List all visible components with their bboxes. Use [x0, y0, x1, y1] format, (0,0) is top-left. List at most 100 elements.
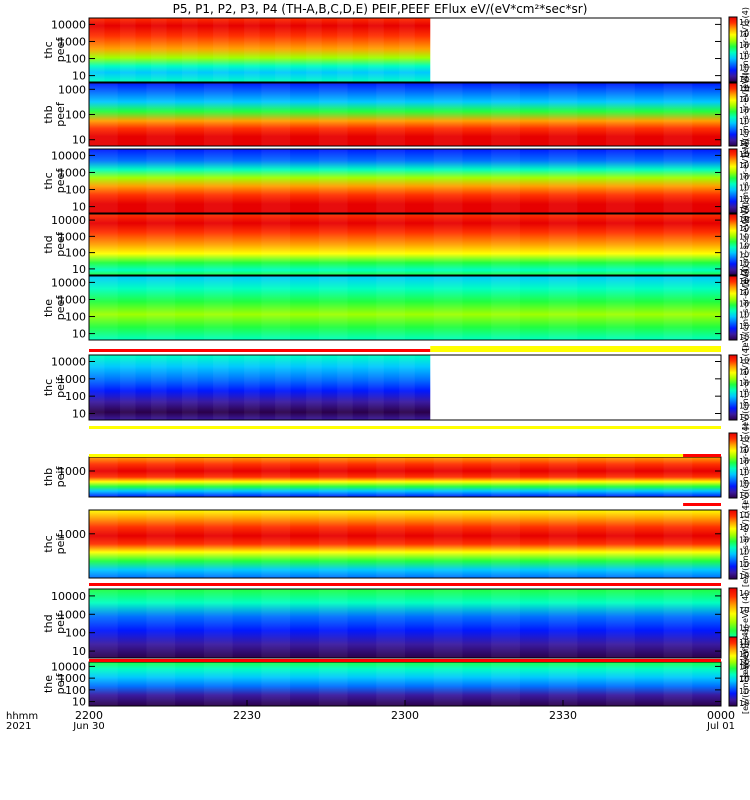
y-axis-label: peif: [54, 466, 67, 488]
spectrogram-column: [261, 510, 291, 578]
y-tick-label: 10: [72, 263, 86, 276]
y-tick-label: 10000: [51, 356, 86, 369]
spectrogram-column: [146, 214, 176, 275]
y-axis-label: thd: [42, 614, 55, 632]
spectrogram-column: [318, 457, 348, 497]
colorbar-tick-label: 10³: [739, 491, 750, 500]
spectrogram-column: [376, 589, 405, 658]
y-tick-label: 1000: [58, 373, 86, 386]
spectrogram-column: [89, 214, 118, 275]
y-tick-label: 10: [72, 408, 86, 421]
spectrogram-column: [151, 18, 167, 82]
colorbar-tick-label: 10⁴: [739, 64, 750, 73]
y-axis-label: peef: [54, 37, 67, 63]
spectrogram-column: [146, 149, 176, 213]
time-axis-row-label-2: 2021: [6, 721, 31, 732]
quality-flag-saturation: [89, 349, 431, 352]
spectrogram-column: [433, 83, 463, 146]
spectrogram-column: [244, 18, 260, 82]
spectrogram-column: [606, 276, 635, 340]
y-axis-label: peef: [54, 231, 67, 257]
spectrogram-fill: [89, 214, 721, 275]
colorbar-tick-label: 10⁸: [739, 18, 750, 27]
spectrogram-column: [261, 589, 291, 658]
spectrogram-fill: [89, 149, 721, 213]
spectrogram-column: [606, 457, 635, 497]
y-tick-label: 1000: [58, 83, 86, 96]
y-axis-label: thc: [42, 535, 55, 552]
y-axis-label: thc: [42, 379, 55, 396]
spectrogram-fill: [89, 662, 721, 706]
spectrogram-column: [261, 662, 291, 706]
y-tick-label: 10: [72, 696, 86, 709]
spectrogram-column: [548, 276, 578, 340]
colorbar-tick-label: 10⁸: [739, 589, 750, 598]
spectrogram-column: [663, 457, 693, 497]
spectrogram-column: [376, 83, 405, 146]
spectrogram-column: [275, 18, 291, 82]
colorbar-tick-label: 10⁶: [739, 41, 750, 50]
y-tick-label: 10: [72, 134, 86, 147]
colorbar-tick-label: 10⁵: [739, 548, 750, 557]
colorbar-tick-label: 10⁵: [739, 250, 750, 259]
spectrogram-column: [203, 214, 233, 275]
spectrogram-column: [606, 589, 635, 658]
spectrogram-column: [318, 589, 348, 658]
y-tick-label: 10000: [51, 276, 86, 289]
spectrogram-column: [491, 510, 520, 578]
spectrogram-column: [491, 457, 520, 497]
y-axis-label: thc: [42, 172, 55, 189]
spectrogram-column: [606, 214, 635, 275]
x-tick-label: 2300: [391, 709, 419, 722]
colorbar: [728, 432, 738, 499]
colorbar-label: [eV/(cm²-s-sr-eV)] (4): [741, 202, 750, 287]
y-axis-label: the: [42, 299, 55, 317]
colorbar-tick-label: 10⁸: [739, 511, 750, 520]
colorbar-tick-label: 10⁷: [739, 288, 750, 297]
colorbar-tick-label: 10⁷: [739, 445, 750, 454]
spectrogram-column: [663, 276, 693, 340]
panel-thd-peif: 10000100010010thdpeif10⁸10⁷10⁶10⁵10⁴10³[…: [42, 587, 750, 684]
quality-flag-saturation: [683, 454, 721, 457]
y-tick-label: 100: [65, 627, 86, 640]
spectrogram-column: [89, 589, 118, 658]
colorbar-tick-label: 10⁸: [739, 224, 750, 233]
spectrogram-column: [433, 149, 463, 213]
colorbar-tick-label: 10⁸: [739, 356, 750, 365]
spectrogram-column: [548, 149, 578, 213]
spectrogram-column: [318, 214, 348, 275]
colorbar-tick-label: 10⁵: [739, 675, 750, 684]
spectrogram-column: [376, 276, 405, 340]
spectrogram-column: [318, 276, 348, 340]
y-tick-label: 1000: [58, 608, 86, 621]
colorbar-tick-label: 10⁵: [739, 52, 750, 61]
colorbar-tick-label: 10⁸: [739, 638, 750, 647]
panel-frame: [88, 354, 722, 421]
colorbar: [728, 82, 738, 147]
spectrogram-fill: [89, 457, 721, 497]
spectrogram-fill: [89, 18, 431, 82]
spectrogram-column: [89, 457, 118, 497]
panel-frame: [88, 213, 722, 276]
y-tick-label: 100: [65, 53, 86, 66]
spectrogram-column: [203, 510, 233, 578]
quality-flag-ok: [89, 426, 721, 429]
spectrogram-column: [548, 662, 578, 706]
spectrogram-column: [318, 149, 348, 213]
spectrogram-panels: 10000 1000 100 10 thc peef 10⁸ 10⁷ 10⁶ 10⁵ 10⁴ 10³ […: [42, 7, 750, 714]
colorbar-tick-label: 10³: [739, 413, 750, 422]
spectrogram-column: [663, 214, 693, 275]
colorbar-tick-label: 10⁸: [739, 434, 750, 443]
colorbar-tick-label: 10⁴: [739, 128, 750, 137]
spectrogram-fill: [89, 355, 431, 420]
spectrogram-column: [261, 457, 291, 497]
y-tick-label: 10000: [51, 214, 86, 227]
y-axis-label: thb: [42, 105, 55, 123]
spectrogram-column: [491, 276, 520, 340]
x-tick-label: 0000: [707, 709, 735, 722]
y-tick-label: 1000: [58, 528, 86, 541]
y-axis-label: peif: [54, 376, 67, 398]
spectrogram-column: [182, 355, 198, 420]
